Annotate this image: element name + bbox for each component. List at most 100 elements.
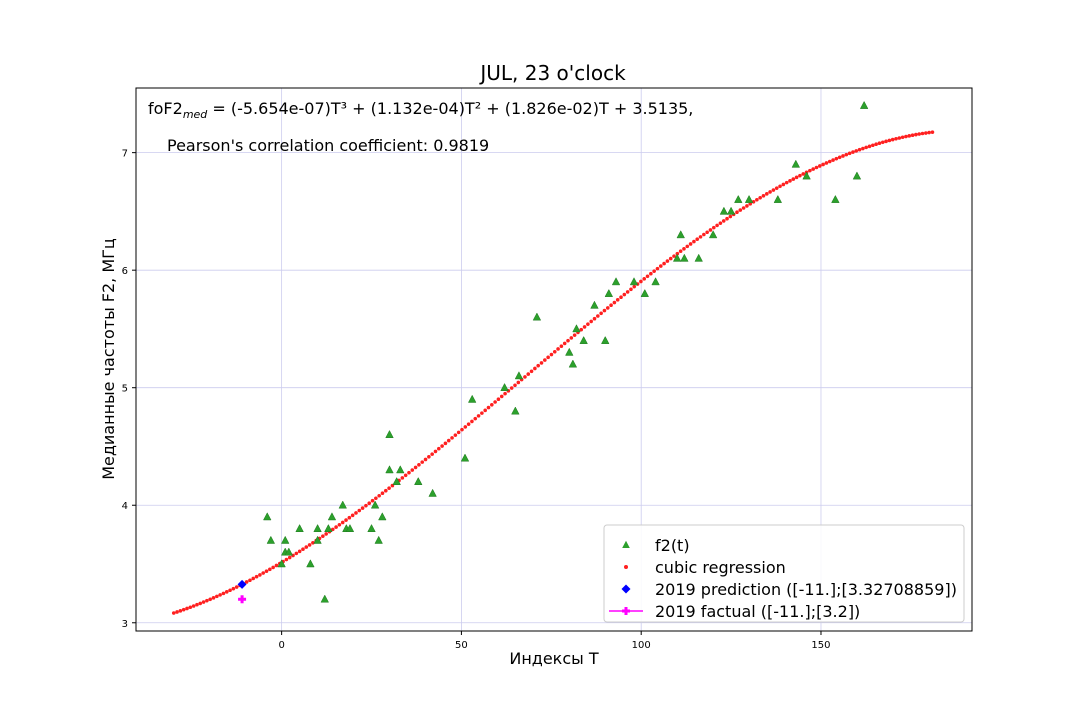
regression-point (473, 416, 478, 421)
regression-point (254, 574, 259, 579)
observed-point (313, 535, 322, 544)
regression-point (178, 609, 183, 613)
regression-point (818, 164, 822, 168)
regression-point (533, 366, 537, 371)
observed-point (378, 512, 387, 521)
regression-point (284, 557, 289, 562)
regression-point (344, 518, 348, 522)
regression-point (529, 369, 534, 374)
regression-point (420, 460, 425, 464)
observed-point (651, 277, 660, 286)
regression-point (688, 242, 693, 246)
x-tick-label: 100 (632, 640, 651, 651)
regression-point (622, 292, 627, 297)
regression-point (268, 567, 272, 572)
regression-point (546, 355, 550, 360)
observed-point (859, 100, 869, 109)
regression-point (864, 145, 868, 150)
legend: f2(t) cubic regression 2019 prediction ([-… (603, 524, 965, 623)
regression-point (745, 204, 749, 208)
regression-point (539, 361, 544, 365)
observed-point (511, 406, 520, 415)
regression-point (516, 380, 521, 385)
observed-point (831, 194, 840, 203)
regression-point (672, 254, 676, 258)
regression-point (917, 132, 921, 136)
regression-point (778, 184, 782, 189)
regression-point (880, 140, 885, 145)
regression-point (258, 573, 262, 577)
observed-point (500, 382, 509, 391)
observed-point (708, 230, 718, 239)
regression-point (304, 545, 309, 549)
regression-point (324, 532, 328, 536)
observed-point (281, 535, 290, 544)
regression-point (781, 182, 786, 187)
regression-point (493, 400, 497, 404)
regression-point (360, 506, 365, 510)
regression-point (513, 383, 517, 388)
regression-point (854, 149, 859, 153)
regression-point (499, 394, 504, 399)
y-axis-ticks: 3 4 5 6 7 (122, 149, 136, 630)
observed-point (374, 535, 383, 544)
regression-point (771, 188, 776, 192)
regression-point (927, 130, 931, 135)
legend-marker-prediction (621, 584, 631, 594)
regression-point (572, 333, 577, 337)
regression-point (904, 134, 908, 139)
regression-point (645, 274, 650, 279)
regression-point (330, 527, 335, 532)
pearson-annotation: Pearson's correlation coefficient: 0.981… (167, 136, 489, 155)
regression-point (695, 237, 700, 242)
regression-point (175, 610, 179, 614)
regression-point (718, 221, 723, 225)
x-tick-label: 150 (811, 640, 830, 651)
regression-point (294, 551, 299, 556)
observed-point (726, 206, 736, 215)
regression-point (632, 284, 637, 289)
regression-point (191, 604, 196, 608)
legend-label: f2(t) (655, 536, 690, 555)
observed-point (672, 253, 682, 262)
regression-point (566, 338, 570, 343)
observed-point (640, 288, 650, 297)
regression-point (211, 596, 216, 600)
regression-point (526, 372, 531, 376)
regression-point (612, 300, 617, 305)
regression-point (847, 151, 852, 156)
regression-point (871, 143, 875, 148)
regression-point (887, 138, 892, 143)
legend-marker-observed (622, 540, 630, 548)
regression-point (811, 167, 815, 171)
regression-point (589, 319, 594, 324)
x-axis-label: Индексы T (509, 649, 599, 668)
observed-point (694, 253, 703, 262)
observed-point (370, 500, 380, 509)
regression-point (678, 249, 683, 254)
equation-annotation: foF2med = (-5.654e-07)T³ + (1.132e-04)T²… (148, 99, 693, 121)
y-tick-label: 3 (122, 619, 128, 630)
regression-point (685, 244, 690, 249)
observed-point (306, 559, 315, 568)
equation-body: = (-5.654e-07)T³ + (1.132e-04)T² + (1.82… (207, 99, 693, 118)
regression-point (215, 594, 219, 599)
regression-point (562, 341, 567, 346)
regression-point (470, 419, 474, 424)
observed-point (579, 335, 588, 344)
regression-point (556, 347, 560, 351)
regression-point (599, 311, 603, 316)
legend-label: 2019 factual ([-11.];[3.2]) (655, 602, 860, 621)
regression-point (735, 210, 739, 215)
regression-point (427, 454, 431, 459)
observed-point (295, 524, 304, 532)
regression-point (453, 433, 458, 437)
regression-point (665, 259, 670, 263)
observed-point (611, 277, 621, 286)
regression-point (195, 602, 199, 607)
regression-point (413, 465, 418, 470)
observed-point (719, 206, 729, 215)
regression-point (715, 223, 719, 228)
observed-point (467, 394, 477, 403)
regression-point (784, 180, 789, 185)
